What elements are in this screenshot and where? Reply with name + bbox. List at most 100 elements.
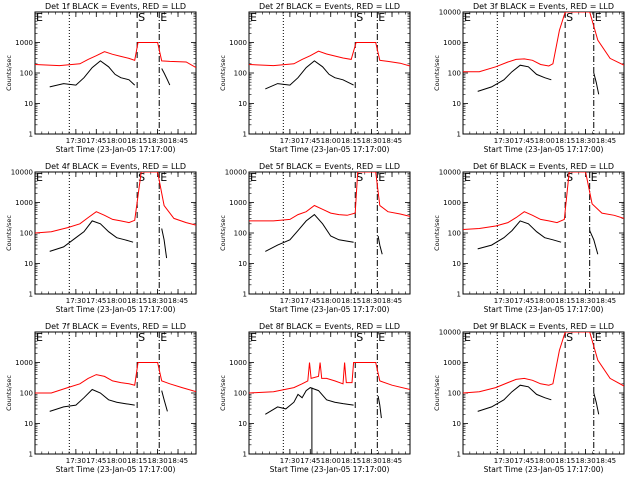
- chart-panel-6: Det 6f BLACK = Events, RED = LLD 1 10 100 10…: [433, 162, 625, 314]
- y-tick-label: 1000: [229, 359, 247, 367]
- chart-panel-4: Det 4f BLACK = Events, RED = LLD 1 10 100 10…: [5, 162, 197, 314]
- events-series-line: [265, 387, 354, 415]
- marker-label: S: [566, 11, 573, 24]
- y-tick-label: 10: [24, 420, 33, 428]
- y-tick-label: 10: [24, 100, 33, 108]
- marker-label: E: [160, 11, 167, 24]
- marker-label: E: [250, 331, 257, 344]
- events-series-line: [593, 392, 600, 415]
- y-tick-label: 10: [238, 420, 247, 428]
- marker-label: S: [566, 331, 573, 344]
- chart-title: Det 8f BLACK = Events, RED = LLD: [259, 322, 400, 331]
- x-tick-label: 18:30: [147, 297, 167, 305]
- x-tick-label: 17:45: [514, 137, 534, 145]
- marker-label: E: [378, 331, 385, 344]
- marker-label: S: [138, 171, 145, 184]
- x-tick-label: 17:45: [86, 137, 106, 145]
- y-tick-label: 100: [20, 230, 33, 238]
- chart-panel-7: Det 7f BLACK = Events, RED = LLD 1 10 100 10…: [5, 322, 197, 474]
- events-series-line: [49, 388, 135, 412]
- y-tick-label: 100: [448, 390, 461, 398]
- x-tick-label: 18:45: [168, 297, 188, 305]
- y-tick-label: 10: [452, 420, 461, 428]
- events-series-line: [265, 213, 354, 252]
- lld-series-line: [463, 12, 624, 73]
- x-tick-label: 17:45: [300, 457, 320, 465]
- chart-panel-5: Det 5f BLACK = Events, RED = LLD 1 10 100 10…: [219, 162, 411, 314]
- y-axis-label: Counts/sec: [219, 375, 227, 411]
- x-axis-label: Start Time (23-Jan-05 17:17:00): [270, 465, 390, 474]
- x-tick-label: 18:00: [535, 297, 555, 305]
- y-axis-label: Counts/sec: [5, 215, 13, 251]
- x-tick-label: 18:15: [341, 297, 361, 305]
- events-series-line: [377, 395, 382, 419]
- x-tick-label: 18:15: [127, 137, 147, 145]
- plot-frame: [34, 331, 197, 455]
- x-tick-label: 18:45: [168, 137, 188, 145]
- x-tick-label: 18:00: [107, 297, 127, 305]
- x-tick-label: 18:00: [321, 297, 341, 305]
- y-tick-label: 1: [243, 131, 247, 139]
- chart-panel-2: Det 2f BLACK = Events, RED = LLD 1 10 100 10…: [219, 2, 411, 154]
- marker-label: E: [378, 171, 385, 184]
- x-tick-label: 18:30: [575, 137, 595, 145]
- marker-label: S: [138, 11, 145, 24]
- lld-series-line: [249, 172, 410, 222]
- chart-title: Det 4f BLACK = Events, RED = LLD: [45, 162, 186, 171]
- plot-frame: [34, 171, 197, 295]
- y-tick-label: 1000: [443, 359, 461, 367]
- x-tick-label: 18:30: [147, 137, 167, 145]
- marker-label: E: [160, 171, 167, 184]
- y-tick-label: 1000: [229, 199, 247, 207]
- marker-label: E: [250, 171, 257, 184]
- x-axis-label: Start Time (23-Jan-05 17:17:00): [56, 465, 176, 474]
- plot-frame: [462, 171, 625, 295]
- y-tick-label: 10000: [225, 169, 247, 177]
- chart-title: Det 1f BLACK = Events, RED = LLD: [45, 2, 186, 11]
- marker-label: S: [356, 11, 363, 24]
- x-tick-label: 18:30: [361, 137, 381, 145]
- x-tick-label: 17:30: [494, 137, 514, 145]
- y-tick-label: 1000: [229, 39, 247, 47]
- events-series-line: [49, 220, 134, 252]
- x-axis-label: Start Time (23-Jan-05 17:17:00): [484, 305, 604, 314]
- x-tick-label: 17:30: [280, 297, 300, 305]
- x-tick-label: 18:15: [341, 457, 361, 465]
- x-axis-label: Start Time (23-Jan-05 17:17:00): [270, 145, 390, 154]
- marker-label: E: [160, 331, 167, 344]
- x-tick-label: 18:30: [575, 457, 595, 465]
- x-tick-label: 18:45: [596, 457, 616, 465]
- x-tick-label: 17:30: [280, 137, 300, 145]
- y-tick-label: 100: [20, 390, 33, 398]
- x-tick-label: 18:15: [341, 137, 361, 145]
- events-series-line: [161, 390, 168, 412]
- chart-title: Det 9f BLACK = Events, RED = LLD: [473, 322, 614, 331]
- y-tick-label: 10: [238, 260, 247, 268]
- x-axis-label: Start Time (23-Jan-05 17:17:00): [484, 145, 604, 154]
- marker-label: E: [378, 11, 385, 24]
- x-tick-label: 18:15: [127, 457, 147, 465]
- x-tick-label: 18:30: [361, 457, 381, 465]
- y-axis-label: Counts/sec: [433, 55, 441, 91]
- x-tick-label: 18:30: [575, 297, 595, 305]
- marker-label: E: [595, 11, 602, 24]
- marker-label: S: [356, 331, 363, 344]
- y-tick-label: 10000: [439, 9, 461, 17]
- y-tick-label: 1: [457, 131, 461, 139]
- x-tick-label: 17:45: [514, 457, 534, 465]
- x-tick-label: 18:45: [168, 457, 188, 465]
- x-tick-label: 17:30: [280, 457, 300, 465]
- x-axis-label: Start Time (23-Jan-05 17:17:00): [484, 465, 604, 474]
- y-tick-label: 10: [238, 100, 247, 108]
- x-tick-label: 18:15: [555, 297, 575, 305]
- chart-panel-1: Det 1f BLACK = Events, RED = LLD 1 10 100 10…: [5, 2, 197, 154]
- lld-series-line: [35, 362, 196, 394]
- events-series-line: [589, 230, 599, 255]
- x-tick-label: 17:30: [66, 297, 86, 305]
- x-tick-label: 17:45: [300, 137, 320, 145]
- events-series-line: [161, 68, 171, 86]
- events-series-line: [265, 60, 354, 90]
- marker-label: S: [138, 331, 145, 344]
- marker-label: E: [36, 331, 43, 344]
- y-tick-label: 100: [20, 70, 33, 78]
